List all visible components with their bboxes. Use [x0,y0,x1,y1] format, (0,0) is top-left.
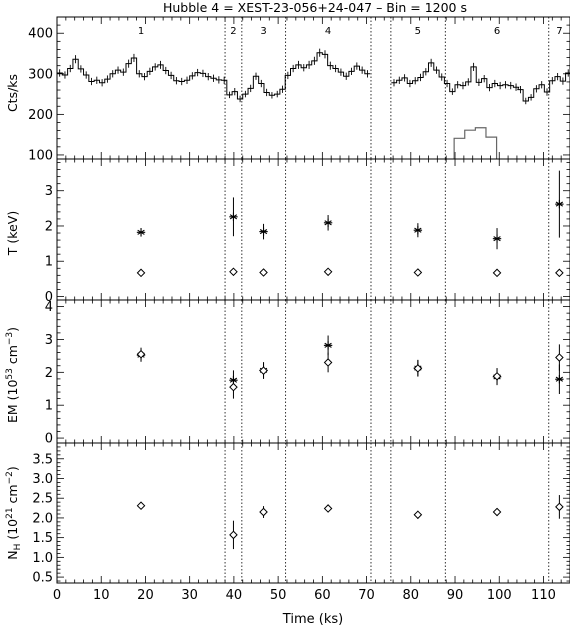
segment-label: 3 [260,26,266,37]
panel-1: 100 200 300 400 Cts/ks 1 2 3 4 5 6 7 [5,16,570,163]
y-tick-label: 1.0 [32,551,53,566]
diamond-marker [413,510,423,520]
segment-label: 2 [230,26,236,37]
x-tick-label: 80 [403,588,420,603]
y-tick-label: 100 [28,148,53,163]
x-tick-label: 60 [314,588,331,603]
y-tick-label: 2 [45,219,53,234]
chart-title: Hubble 4 = XEST-23-056+24-047 – Bin = 12… [163,0,467,15]
asterisk-marker [555,375,564,384]
x-tick-label: 0 [53,588,61,603]
diamond-marker [492,371,502,381]
diamond-marker [259,507,268,517]
diamond-marker [259,268,268,277]
y-tick-label: 200 [28,108,53,123]
asterisk-marker [492,234,502,243]
x-tick-label: 70 [358,588,375,603]
plot-area [136,335,564,399]
diamond-marker [323,504,333,513]
diamond-marker [259,366,268,375]
panel-frame [56,16,570,160]
panel-frame [56,442,570,584]
x-tick-label: 100 [487,588,512,603]
y-tick-label: 400 [28,27,53,42]
y-tick-label: 3 [45,333,53,348]
segment-label: 7 [556,26,562,37]
y-tick-label: 2.5 [32,492,53,507]
panel-4: 0.5 1.0 1.5 2.0 2.5 3.0 3.5 NH (1021 cm−2) 0 10 20… [5,442,570,603]
y-tick-label: 1 [45,255,53,270]
diamond-marker [492,507,502,517]
segment-label: 1 [138,26,144,37]
diamond-marker [136,268,146,278]
x-axis-label: Time (ks) [282,612,343,627]
plot-area [136,170,564,278]
asterisk-marker [323,341,333,350]
diamond-marker [555,268,564,278]
diamond-marker [323,267,333,277]
light-curve [391,62,570,102]
light-curve [57,52,371,100]
plot-area [57,48,570,159]
y-tick-label: 1.5 [32,531,53,546]
y-tick-label: 300 [28,67,53,82]
y-axis-label: NH (1021 cm−2) [5,466,23,560]
panel-2: 0 1 2 3 T (keV) [5,158,570,305]
y-tick-label: 3 [45,184,53,199]
asterisk-marker [229,212,238,222]
diamond-marker [136,349,146,359]
y-tick-label: 3.0 [32,472,53,487]
plot-area [136,495,564,550]
diamond-marker [229,267,238,277]
gray-histogram [453,127,498,159]
diamond-marker [413,364,423,373]
diamond-marker [555,353,564,362]
panel-3: 0 1 2 3 4 EM (1053 cm−3) [5,299,570,447]
y-axis-label: T (keV) [5,211,20,256]
asterisk-marker [413,226,423,235]
diamond-marker [229,382,238,392]
y-tick-label: 0.5 [32,571,53,586]
asterisk-marker [323,218,333,228]
y-tick-label: 2.0 [32,511,53,526]
x-tick-label: 10 [93,588,110,603]
diamond-marker [413,268,423,277]
asterisk-marker [259,227,268,236]
y-axis-label: Cts/ks [5,74,20,112]
diamond-marker [136,501,146,511]
x-tick-label: 20 [137,588,154,603]
diamond-marker [323,358,333,367]
asterisk-marker [555,199,564,209]
diamond-marker [229,530,238,540]
y-tick-label: 0 [45,290,53,305]
y-tick-label: 4 [45,300,53,315]
y-axis-label: EM (1053 cm−3) [5,327,20,423]
x-tick-label: 30 [181,588,198,603]
segment-label: 6 [494,26,500,37]
segment-label: 4 [325,26,331,37]
diamond-marker [555,502,564,512]
x-tick-label: 50 [270,588,287,603]
x-tick-label: 40 [226,588,243,603]
y-tick-label: 1 [45,399,53,414]
y-tick-label: 0 [45,432,53,447]
segment-label: 5 [415,26,421,37]
panel-frame [56,299,570,444]
x-tick-label: 90 [447,588,464,603]
y-tick-label: 3.5 [32,452,53,467]
x-tick-label: 110 [531,588,556,603]
asterisk-marker [136,228,146,237]
y-tick-label: 2 [45,366,53,381]
diamond-marker [492,268,502,278]
panel-frame [56,158,570,301]
